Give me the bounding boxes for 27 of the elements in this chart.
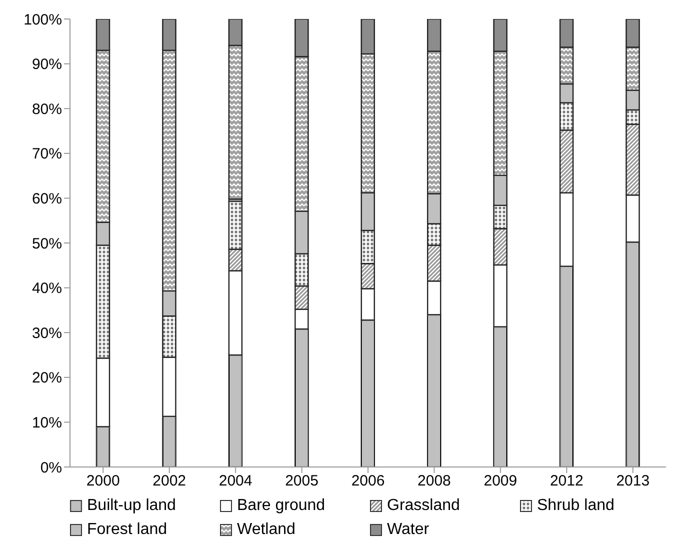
- legend-label: Grassland: [387, 497, 460, 515]
- y-tick-label: 80%: [32, 100, 62, 118]
- y-tick-label: 30%: [32, 324, 62, 342]
- x-tick-label: 2013: [616, 472, 650, 490]
- y-tick-label: 100%: [24, 11, 62, 28]
- legend-label: Bare ground: [237, 497, 326, 515]
- x-tick-label: 2002: [152, 472, 186, 490]
- x-tick-label: 2012: [550, 472, 584, 490]
- y-tick-label: 20%: [32, 370, 62, 387]
- x-tick-label: 2009: [484, 472, 518, 490]
- y-tick-label: 90%: [32, 56, 62, 74]
- legend-label: Shrub land: [537, 497, 614, 515]
- y-tick-label: 0%: [40, 459, 62, 476]
- y-tick-label: 40%: [32, 280, 62, 298]
- y-tick-label: 60%: [32, 190, 62, 208]
- x-tick-label: 2004: [218, 472, 252, 490]
- legend-label: Forest land: [87, 521, 168, 539]
- legend-label: Wetland: [237, 521, 296, 539]
- y-tick-label: 50%: [32, 235, 62, 252]
- y-tick-label: 10%: [32, 414, 62, 432]
- x-tick-label: 2000: [86, 472, 120, 490]
- x-tick-label: 2008: [418, 472, 451, 490]
- legend-label: Water: [387, 521, 430, 539]
- x-tick-label: 2006: [351, 472, 385, 490]
- x-tick-label: 2005: [285, 472, 318, 490]
- y-tick-label: 70%: [32, 146, 62, 163]
- legend-label: Built-up land: [87, 497, 176, 515]
